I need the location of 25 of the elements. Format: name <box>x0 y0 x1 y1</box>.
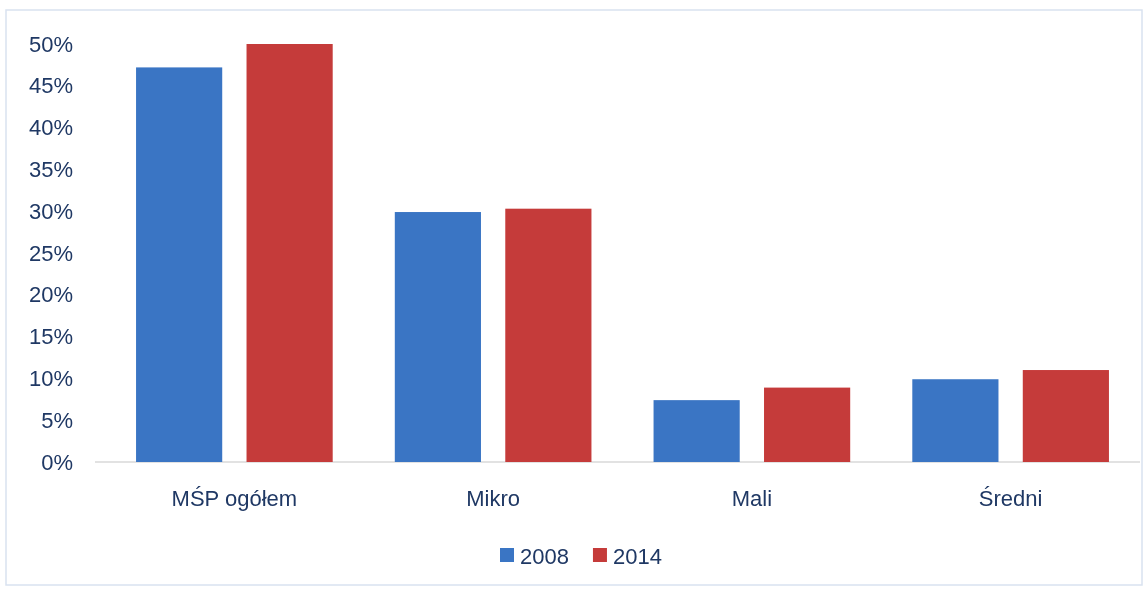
legend-label: 2014 <box>612 543 662 569</box>
x-tick-label: Mali <box>731 485 773 511</box>
bar <box>136 67 223 462</box>
y-tick-label: 0% <box>41 449 73 475</box>
legend-label: 2008 <box>520 543 569 569</box>
y-tick-label: 20% <box>28 282 73 308</box>
y-tick-label: 50% <box>28 31 73 57</box>
bar <box>653 400 740 462</box>
y-tick-label: 30% <box>28 198 73 224</box>
y-tick-label: 10% <box>28 365 73 391</box>
y-tick-label: 35% <box>28 156 73 182</box>
y-tick-label: 15% <box>28 324 73 350</box>
y-tick-label: 25% <box>28 240 73 266</box>
x-tick-label: MŚP ogółem <box>171 485 298 511</box>
bar <box>394 212 481 462</box>
bar <box>1022 370 1109 462</box>
y-tick-label: 5% <box>41 407 73 433</box>
bar <box>764 387 851 462</box>
y-tick-label: 45% <box>28 73 73 99</box>
x-tick-label: Mikro <box>466 485 521 511</box>
x-tick-label: Średni <box>978 485 1043 511</box>
y-tick-label: 40% <box>28 115 73 141</box>
bar <box>912 379 999 462</box>
bar <box>246 44 333 462</box>
bar <box>505 208 592 462</box>
